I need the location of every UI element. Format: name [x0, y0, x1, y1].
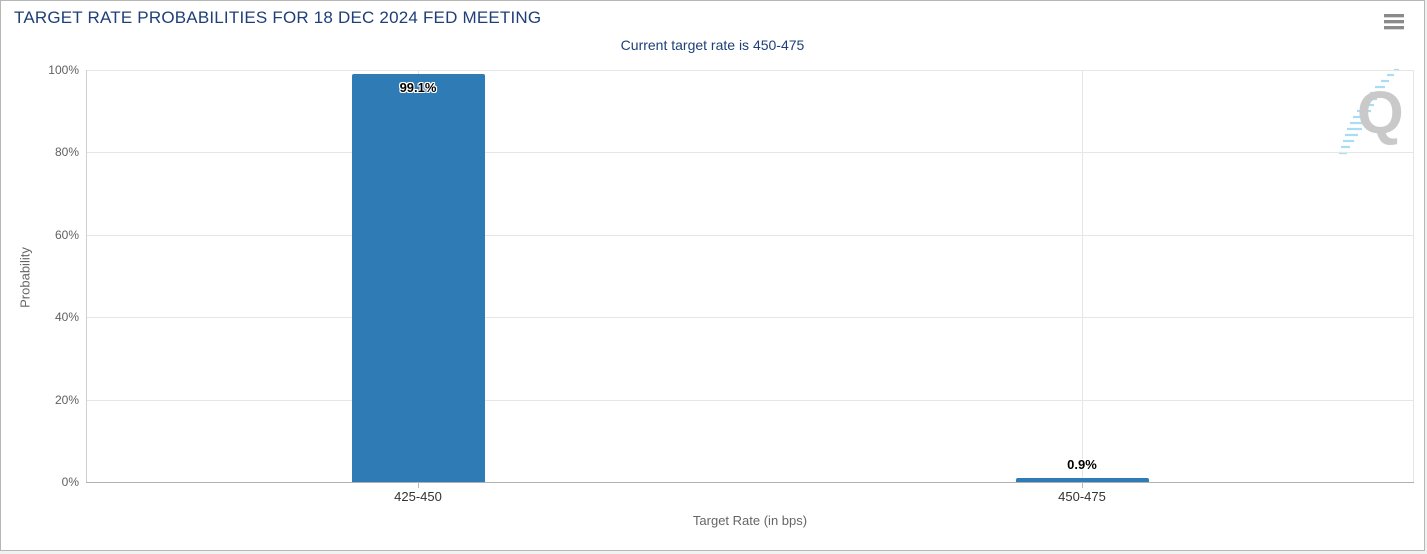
y-tick-label: 80%	[54, 145, 79, 160]
hamburger-menu-icon[interactable]	[1384, 14, 1406, 34]
y-gridline	[86, 317, 1414, 319]
x-axis-title: Target Rate (in bps)	[692, 513, 808, 528]
y-tick-label: 60%	[54, 227, 79, 242]
y-gridline	[86, 399, 1414, 401]
bar-value-label: 0.9%	[1067, 457, 1097, 472]
x-axis-line	[86, 482, 1414, 483]
menu-bar	[1384, 26, 1404, 29]
y-axis-line	[86, 70, 87, 482]
x-axis-tick	[418, 482, 419, 488]
x-tick-label: 425-450	[394, 489, 442, 504]
y-tick-label: 100%	[48, 63, 79, 77]
quikstrike-swoosh-icon	[1339, 68, 1399, 155]
probability-bar[interactable]	[1016, 478, 1149, 482]
menu-bar	[1384, 14, 1404, 17]
y-gridline	[86, 234, 1414, 236]
quikstrike-q-letter: Q	[1357, 79, 1404, 146]
y-gridline	[86, 152, 1414, 154]
plot-right-border	[1413, 70, 1414, 482]
chart-title: TARGET RATE PROBABILITIES FOR 18 DEC 202…	[14, 8, 542, 27]
bar-value-label: 99.1%	[399, 80, 437, 95]
y-tick-label: 0%	[61, 475, 79, 489]
x-axis-tick	[1082, 482, 1083, 488]
menu-bar	[1384, 20, 1404, 23]
y-tick-label: 20%	[54, 392, 79, 407]
quikstrike-watermark: Q	[1337, 67, 1409, 161]
x-tick-label: 450-475	[1058, 489, 1106, 504]
probability-bar[interactable]	[352, 74, 485, 482]
x-gridline	[1082, 70, 1083, 482]
chart-subtitle: Current target rate is 450-475	[620, 37, 805, 53]
y-tick-label: 40%	[54, 310, 79, 325]
y-gridline	[86, 70, 1414, 71]
